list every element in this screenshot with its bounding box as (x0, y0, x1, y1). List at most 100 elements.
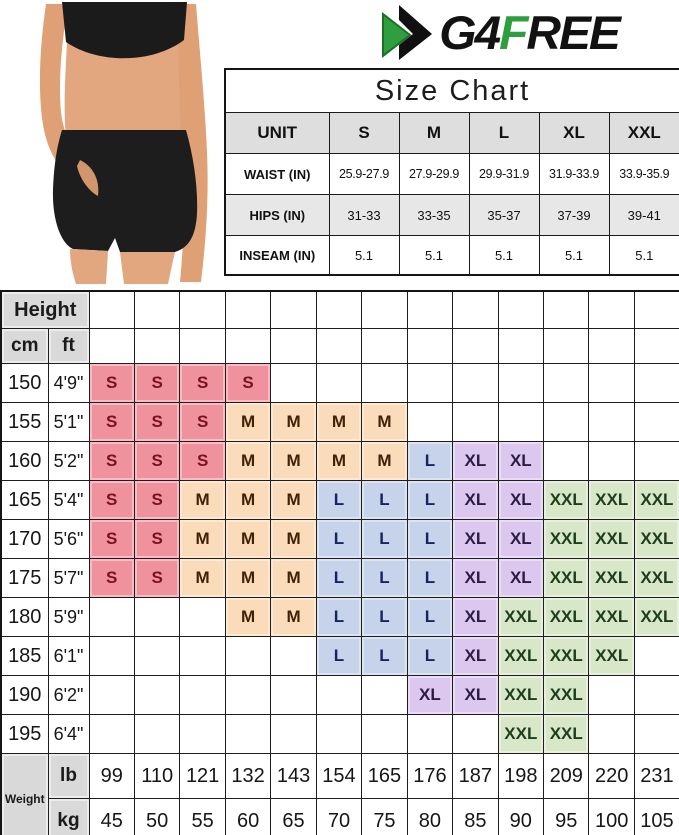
matrix-size-cell-l: L (315, 636, 363, 676)
size-chart-size-header: S (328, 112, 400, 154)
model-right-leg (120, 252, 175, 284)
matrix-size-cell-l: L (406, 441, 454, 481)
matrix-size-cell-xl: XL (452, 519, 499, 559)
height-ft-value: 6'1" (47, 636, 90, 676)
matrix-size-cell-xl: XL (452, 675, 499, 715)
model-left-arm (39, 4, 96, 184)
matrix-size-cell-xxl: XXL (633, 597, 679, 637)
matrix-size-cell-l: L (406, 480, 454, 520)
matrix-empty-cell (179, 597, 226, 637)
matrix-empty-cell (88, 636, 135, 676)
weight-kg-value: 100 (588, 798, 635, 835)
matrix-empty-cell (633, 328, 679, 364)
matrix-size-cell-s: S (179, 441, 226, 481)
matrix-empty-cell (88, 328, 135, 364)
size-chart-row-label: WAIST (IN) (224, 153, 330, 195)
size-chart-size-header: L (468, 112, 540, 154)
matrix-empty-cell (588, 290, 635, 329)
size-chart-size-header: M (398, 112, 470, 154)
height-cm-value: 150 (0, 363, 49, 403)
matrix-size-cell-m: M (315, 441, 363, 481)
model-hand (77, 160, 99, 196)
matrix-empty-cell (88, 675, 135, 715)
matrix-height-header: Height (0, 290, 90, 329)
matrix-empty-cell (179, 675, 226, 715)
matrix-size-cell-s: S (133, 519, 181, 559)
matrix-size-cell-l: L (361, 519, 408, 559)
weight-kg-value: 50 (133, 798, 181, 835)
matrix-size-cell-xl: XL (497, 519, 545, 559)
matrix-empty-cell (452, 363, 499, 403)
matrix-size-cell-xl: XL (452, 441, 499, 481)
weight-kg-value: 90 (497, 798, 545, 835)
size-chart-value-cell: 5.1 (398, 235, 470, 276)
matrix-size-cell-xl: XL (497, 480, 545, 520)
matrix-height-header-row: Height (0, 290, 679, 329)
matrix-size-cell-l: L (406, 558, 454, 598)
matrix-size-cell-xxl: XXL (543, 636, 590, 676)
matrix-empty-cell (88, 290, 135, 329)
height-cm-value: 195 (0, 714, 49, 754)
matrix-height-row: 185 6'1" L L L XL XXL XXL XXL (0, 636, 679, 676)
matrix-empty-cell (179, 636, 226, 676)
brand-name: G4FREE (439, 5, 622, 60)
matrix-empty-cell (406, 328, 454, 364)
shorts (52, 130, 198, 252)
matrix-empty-cell (270, 714, 317, 754)
matrix-size-cell-xxl: XXL (588, 558, 635, 598)
height-ft-value: 6'4" (47, 714, 90, 754)
matrix-empty-cell (452, 290, 499, 329)
matrix-empty-cell (315, 363, 363, 403)
size-chart-value-cell: 39-41 (608, 194, 679, 236)
size-chart-value-cell: 5.1 (468, 235, 540, 276)
matrix-size-cell-xxl: XXL (497, 636, 545, 676)
height-cm-value: 190 (0, 675, 49, 715)
matrix-kg-header: kg (47, 798, 90, 835)
height-cm-value: 170 (0, 519, 49, 559)
matrix-size-cell-m: M (270, 480, 317, 520)
size-chart-title: Size Chart (224, 68, 679, 113)
matrix-empty-cell (179, 290, 226, 329)
matrix-size-cell-xl: XL (452, 558, 499, 598)
matrix-size-cell-s: S (179, 363, 226, 403)
matrix-empty-cell (633, 363, 679, 403)
brand-name-green-letter: F (499, 5, 529, 59)
matrix-empty-cell (361, 328, 408, 364)
matrix-size-cell-xxl: XXL (588, 597, 635, 637)
weight-lb-value: 110 (133, 753, 181, 799)
matrix-size-cell-s: S (88, 441, 135, 481)
matrix-size-cell-s: S (88, 480, 135, 520)
matrix-size-cell-m: M (270, 558, 317, 598)
brand-name-black-left: G4 (439, 5, 502, 59)
matrix-size-cell-xxl: XXL (497, 714, 545, 754)
model-left-leg (70, 249, 108, 284)
matrix-size-cell-xl: XL (497, 558, 545, 598)
size-chart-row-label: INSEAM (IN) (224, 235, 330, 276)
weight-lb-value: 220 (588, 753, 635, 799)
matrix-empty-cell (361, 675, 408, 715)
weight-kg-value: 45 (88, 798, 135, 835)
matrix-size-cell-m: M (315, 402, 363, 442)
matrix-size-cell-s: S (133, 441, 181, 481)
matrix-size-cell-xl: XL (497, 441, 545, 481)
double-chevron-arrow-icon (382, 5, 433, 60)
matrix-height-row: 165 5'4" S S M M M L L L XL XL XXL XXL XXL (0, 480, 679, 520)
matrix-empty-cell (588, 714, 635, 754)
matrix-empty-cell (361, 363, 408, 403)
matrix-empty-cell (406, 714, 454, 754)
matrix-size-cell-m: M (361, 402, 408, 442)
size-chart-body: Size Chart UNIT S M L XL XXL WAIST (IN) 25.9-27… (224, 68, 679, 276)
matrix-empty-cell (543, 441, 590, 481)
matrix-empty-cell (497, 363, 545, 403)
matrix-size-cell-s: S (88, 363, 135, 403)
matrix-size-cell-m: M (224, 402, 272, 442)
matrix-height-row: 175 5'7" S S M M M L L L XL XL XXL XXL XXL (0, 558, 679, 598)
weight-lb-value: 121 (179, 753, 226, 799)
matrix-size-cell-s: S (133, 402, 181, 442)
height-ft-value: 5'4" (47, 480, 90, 520)
matrix-size-cell-s: S (224, 363, 272, 403)
size-chart-row: WAIST (IN) 25.9-27.9 27.9-29.9 29.9-31.9 31.… (224, 153, 679, 195)
size-chart-value-cell: 31-33 (328, 194, 400, 236)
matrix-size-cell-xxl: XXL (588, 519, 635, 559)
matrix-cm-header: cm (0, 328, 49, 364)
